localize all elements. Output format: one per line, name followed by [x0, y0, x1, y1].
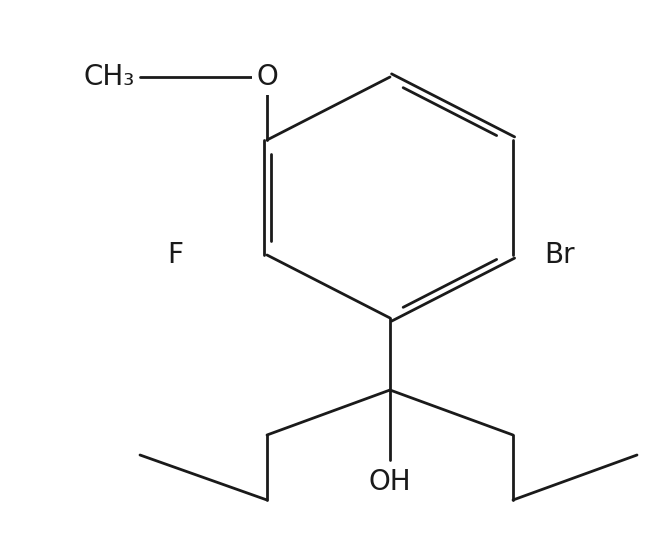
Text: CH₃: CH₃: [84, 63, 135, 91]
Text: Br: Br: [544, 241, 575, 269]
Text: OH: OH: [369, 468, 411, 496]
Text: O: O: [256, 63, 278, 91]
Text: F: F: [167, 241, 183, 269]
